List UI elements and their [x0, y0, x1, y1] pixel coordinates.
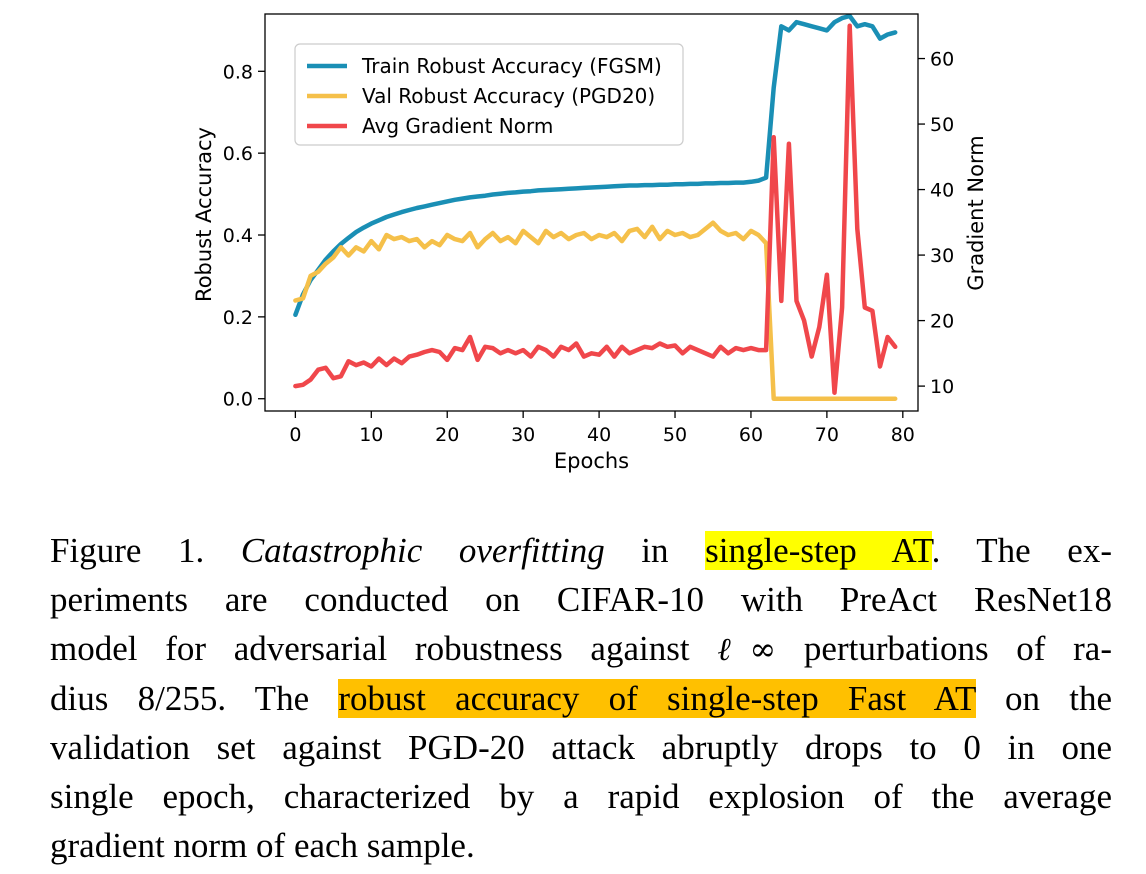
figure-caption: Figure 1. Catastrophic overfitting in si…	[50, 526, 1112, 870]
caption-text: model for adversarial robustness against	[50, 629, 718, 668]
x-axis-label: Epochs	[554, 449, 629, 473]
y-right-tick-label: 30	[930, 245, 954, 267]
caption-math-radius: 8/255	[137, 679, 218, 718]
caption-text: on the	[975, 679, 1112, 718]
y-left-tick-label: 0.6	[223, 143, 253, 165]
y-right-axis-label: Gradient Norm	[964, 135, 988, 290]
y-right-tick-label: 10	[930, 376, 954, 398]
caption-highlight-yellow: single-step AT	[705, 531, 932, 570]
legend-box	[294, 43, 684, 146]
series-line-1	[293, 13, 898, 318]
caption-highlight-orange: robust accuracy of single-step Fast AT	[338, 679, 976, 718]
caption-text: dius	[50, 679, 138, 718]
caption-figure-label: Figure 1.	[50, 531, 241, 570]
x-tick-label: 0	[289, 424, 301, 446]
y-left-tick-label: 0.2	[223, 307, 253, 329]
caption-line-5: validation set against PGD-20 attack abr…	[50, 728, 1112, 767]
plot-frame	[264, 13, 919, 412]
chart-svg: 0 10 20 30 40 50 60 70 80 0.0 0.2 0.4 0.6 0.8 10 20 30 40…	[192, 13, 988, 473]
legend-label-1: Train Robust Accuracy (FGSM)	[361, 54, 662, 78]
legend-label-3: Avg Gradient Norm	[362, 114, 553, 138]
x-tick-label: 70	[815, 424, 839, 446]
x-tick-label: 10	[359, 424, 383, 446]
legend-label-2: Val Robust Accuracy (PGD20)	[362, 84, 655, 108]
x-tick-label: 40	[587, 424, 611, 446]
y-left-tick-label: 0.4	[223, 225, 253, 247]
x-tick-label: 50	[663, 424, 687, 446]
y-right-tick-label: 50	[930, 114, 954, 136]
caption-text: . The ex-	[931, 531, 1112, 570]
y-left-tick-label: 0.8	[223, 61, 253, 83]
series-line-3	[293, 23, 898, 395]
caption-line-7: gradient norm of each sample.	[50, 826, 475, 865]
caption-line-6: single epoch, characterized by a rapid e…	[50, 777, 1112, 816]
y-left-axis-label: Robust Accuracy	[192, 127, 216, 302]
y-left-tick-label: 0.0	[223, 389, 253, 411]
figure-chart: 0 10 20 30 40 50 60 70 80 0.0 0.2 0.4 0.6 0.8 10 20 30 40…	[192, 13, 988, 473]
series-line-2	[293, 220, 898, 401]
caption-text: in	[604, 531, 706, 570]
x-tick-label: 60	[739, 424, 763, 446]
caption-line-1: Figure 1. Catastrophic overfitting in si…	[50, 526, 1112, 575]
caption-italic-term: Catastrophic overfitting	[240, 531, 605, 570]
caption-math-linf: ℓ∞	[717, 630, 777, 668]
y-right-tick-label: 40	[930, 180, 954, 202]
caption-text: . The	[217, 679, 339, 718]
caption-text: perturbations of ra-	[776, 629, 1112, 668]
x-tick-label: 80	[891, 424, 915, 446]
y-right-tick-label: 20	[930, 311, 954, 333]
caption-line-3: model for adversarial robustness against…	[50, 624, 1112, 674]
y-right-tick-label: 60	[930, 49, 954, 71]
caption-line-2: periments are conducted on CIFAR-10 with…	[50, 580, 1112, 619]
x-tick-label: 30	[511, 424, 535, 446]
x-tick-label: 20	[435, 424, 459, 446]
caption-line-4: dius 8/255. The robust accuracy of singl…	[50, 674, 1112, 723]
